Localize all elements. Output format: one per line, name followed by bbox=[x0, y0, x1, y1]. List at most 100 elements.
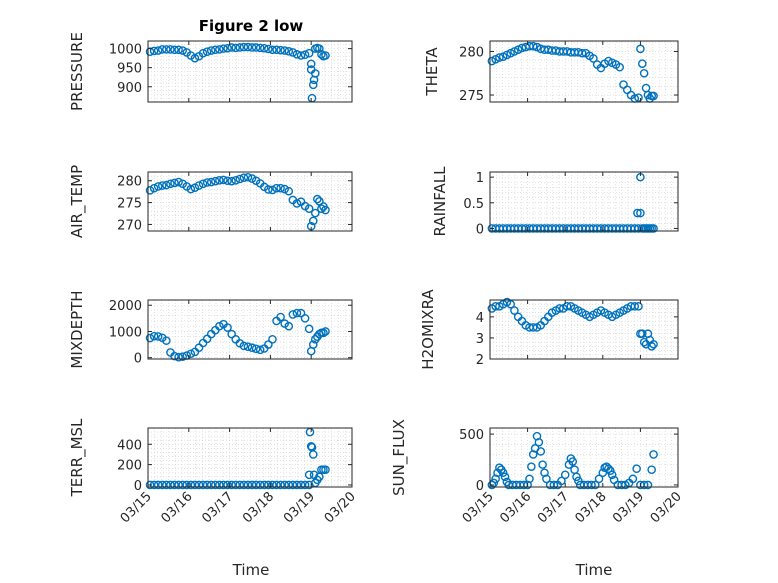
data-point bbox=[500, 472, 510, 482]
data-point bbox=[239, 341, 249, 351]
data-point bbox=[304, 48, 314, 58]
data-point bbox=[300, 480, 310, 490]
data-point bbox=[487, 480, 497, 490]
data-point bbox=[272, 480, 281, 490]
y-tick-label: 270 bbox=[117, 218, 142, 233]
data-point bbox=[284, 46, 294, 56]
data-point bbox=[276, 312, 285, 322]
series-markers bbox=[145, 42, 330, 103]
data-point bbox=[268, 480, 277, 490]
data-point bbox=[288, 480, 298, 490]
y-tick-label: 2 bbox=[476, 353, 484, 368]
data-point bbox=[162, 180, 171, 190]
data-point bbox=[227, 43, 236, 52]
x-tick-label: 03/15 bbox=[118, 489, 155, 526]
data-point bbox=[145, 47, 155, 56]
data-point bbox=[153, 46, 163, 55]
data-point bbox=[145, 333, 155, 343]
data-point bbox=[223, 43, 232, 53]
data-point bbox=[178, 480, 187, 490]
data-point bbox=[211, 45, 220, 55]
data-point bbox=[198, 480, 208, 490]
data-point bbox=[202, 47, 212, 56]
data-point bbox=[198, 179, 208, 189]
data-point bbox=[589, 54, 598, 63]
y-tick-label: 200 bbox=[117, 459, 142, 474]
data-point bbox=[231, 43, 241, 53]
data-point bbox=[247, 343, 257, 353]
data-point bbox=[268, 185, 277, 195]
data-point bbox=[306, 59, 316, 69]
data-point bbox=[166, 480, 175, 490]
plot-area bbox=[148, 428, 352, 487]
data-point bbox=[557, 476, 566, 486]
data-point bbox=[288, 48, 298, 57]
data-point bbox=[215, 45, 224, 54]
data-point bbox=[321, 51, 330, 60]
data-point bbox=[568, 457, 578, 466]
data-point bbox=[590, 480, 600, 490]
subplot-7: 0 200 400 03/15 03/16 03/17 03/18 03/19 03/20 TER… bbox=[68, 418, 359, 526]
subplot-8: 0 500 03/15 03/16 03/17 03/18 03/19 03/20 SUN_FL… bbox=[390, 419, 685, 526]
data-point bbox=[308, 340, 318, 349]
data-point bbox=[506, 299, 515, 309]
data-point bbox=[321, 205, 330, 215]
data-point bbox=[166, 45, 175, 54]
y-tick-label: 3 bbox=[476, 332, 484, 347]
y-axis-label: H2OMIXRA bbox=[419, 289, 437, 370]
data-point bbox=[145, 480, 155, 490]
data-point bbox=[296, 51, 306, 60]
x-tick-label: 03/16 bbox=[497, 489, 534, 526]
data-point bbox=[268, 335, 277, 344]
data-point bbox=[617, 480, 626, 490]
data-point bbox=[170, 351, 179, 361]
grid bbox=[490, 428, 678, 487]
data-point bbox=[272, 45, 281, 55]
series-markers bbox=[145, 427, 330, 490]
data-point bbox=[239, 480, 249, 490]
x-tick-label: 03/20 bbox=[322, 489, 359, 526]
data-point bbox=[227, 176, 236, 186]
data-point bbox=[536, 447, 546, 456]
subplot-4: 0 0.5 1 RAINFALL bbox=[431, 166, 679, 237]
subplot-5: 0 1000 2000 MIXDEPTH bbox=[68, 290, 353, 369]
data-point bbox=[174, 177, 183, 187]
data-point bbox=[174, 45, 183, 55]
data-point bbox=[268, 45, 277, 55]
data-point bbox=[251, 43, 261, 52]
x-tick-label: 03/19 bbox=[281, 489, 318, 526]
data-point bbox=[313, 194, 322, 204]
y-axis-label: TERR_MSL bbox=[68, 418, 87, 497]
y-axis-label: RAINFALL bbox=[431, 166, 449, 237]
data-point bbox=[315, 196, 324, 206]
data-point bbox=[211, 176, 220, 186]
y-tick-label: 900 bbox=[117, 81, 142, 96]
data-point bbox=[162, 45, 171, 54]
data-point bbox=[215, 480, 224, 490]
series-markers bbox=[487, 431, 658, 490]
y-tick-label: 275 bbox=[459, 89, 484, 104]
data-point bbox=[157, 181, 167, 190]
data-point bbox=[647, 342, 656, 351]
data-point bbox=[304, 470, 314, 480]
x-tick-label: 03/17 bbox=[535, 489, 572, 526]
data-point bbox=[634, 302, 643, 311]
data-point bbox=[239, 173, 249, 182]
data-point bbox=[528, 323, 538, 332]
data-point bbox=[560, 470, 570, 480]
axes-box bbox=[147, 171, 353, 232]
data-point bbox=[264, 44, 273, 54]
data-point bbox=[276, 480, 285, 490]
data-point bbox=[549, 480, 559, 490]
data-point bbox=[239, 42, 249, 52]
data-point bbox=[186, 184, 196, 194]
data-point bbox=[153, 332, 163, 341]
data-point bbox=[157, 480, 167, 490]
axes-box bbox=[489, 427, 679, 488]
data-point bbox=[594, 474, 604, 484]
data-point bbox=[639, 68, 649, 78]
subplot-3: 270 275 280 AIR_TEMP bbox=[68, 165, 353, 238]
data-point bbox=[606, 466, 615, 476]
data-point bbox=[259, 480, 269, 490]
axes-box bbox=[147, 299, 353, 360]
